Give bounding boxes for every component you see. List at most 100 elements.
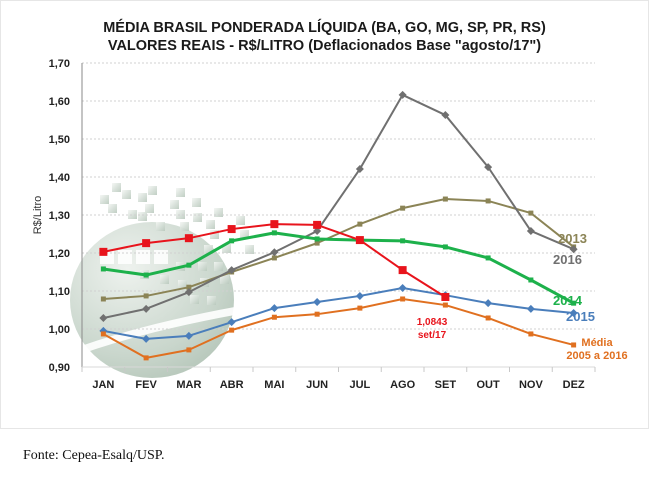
y-tick-label: 1,40 — [49, 172, 70, 184]
data-point — [400, 238, 406, 244]
data-point — [485, 315, 491, 321]
x-tick-label: JUL — [349, 379, 370, 391]
watermark-square — [190, 295, 199, 304]
chart-subtitle: VALORES REAIS - R$/LITRO (Deflacionados … — [107, 38, 542, 54]
line-chart: 0,90 1,00 1,10 1,20 1,30 1,40 1,50 1,60 1,70 JAN F… — [32, 58, 628, 391]
data-point — [142, 239, 151, 248]
watermark-swoosh — [70, 300, 275, 358]
data-point — [100, 331, 106, 337]
data-point — [313, 298, 322, 307]
x-tick-label: FEV — [135, 379, 157, 391]
watermark-logo — [70, 183, 275, 378]
data-point — [100, 296, 106, 302]
y-tick-label: 1,00 — [49, 324, 70, 336]
data-point — [227, 318, 236, 327]
data-point — [569, 309, 578, 318]
data-point — [314, 240, 320, 246]
data-point — [313, 220, 322, 229]
series-label-2013: 2013 — [558, 231, 587, 246]
series-label-media: Média — [581, 337, 613, 349]
series-line — [103, 231, 575, 305]
x-tick-label: JUN — [306, 379, 328, 391]
watermark-square — [138, 193, 147, 202]
data-point — [442, 244, 448, 250]
watermark-square — [193, 213, 202, 222]
y-tick-label: 1,60 — [49, 96, 70, 108]
data-point — [184, 234, 193, 243]
y-tick-label: 1,10 — [49, 286, 70, 298]
data-point — [314, 311, 320, 317]
data-point — [569, 245, 578, 254]
watermark-square — [145, 204, 154, 213]
data-point — [526, 226, 535, 235]
data-point — [270, 248, 279, 257]
watermark-square — [210, 230, 219, 239]
watermark-square — [178, 280, 187, 289]
data-point — [271, 230, 277, 236]
x-tick-label: AGO — [390, 379, 416, 391]
data-point — [398, 90, 407, 99]
data-point — [186, 347, 192, 353]
watermark-square — [154, 250, 168, 264]
watermark-square — [138, 212, 147, 221]
chart-title: MÉDIA BRASIL PONDERADA LÍQUIDA (BA, GO, … — [103, 20, 546, 36]
data-point — [571, 342, 577, 348]
data-point — [484, 163, 493, 172]
data-point — [227, 266, 236, 275]
data-point — [184, 288, 193, 297]
data-point — [270, 220, 279, 229]
data-point — [398, 266, 407, 275]
data-point — [143, 293, 149, 299]
watermark-square — [128, 210, 137, 219]
series-label-2015: 2015 — [566, 309, 595, 324]
data-point — [442, 196, 448, 202]
series-2015 — [99, 283, 578, 343]
series-label-2016: 2016 — [553, 252, 582, 267]
watermark-square — [170, 200, 179, 209]
series-m-dia-2005-a-2016 — [100, 296, 577, 361]
x-tick-label: SET — [435, 379, 457, 391]
watermark-square — [214, 208, 223, 217]
watermark-square — [245, 245, 254, 254]
y-axis-label: R$/Litro — [32, 196, 44, 235]
data-point — [143, 355, 149, 361]
data-point — [229, 238, 235, 244]
annotation-date: set/17 — [418, 330, 447, 341]
y-tick-label: 1,30 — [49, 210, 70, 222]
data-point — [99, 313, 108, 322]
watermark-square — [136, 250, 150, 264]
data-point — [528, 331, 534, 337]
watermark-square — [100, 195, 109, 204]
data-point — [357, 305, 363, 311]
x-tick-label: JAN — [92, 379, 114, 391]
data-point — [186, 262, 192, 268]
data-point — [400, 296, 406, 302]
data-point — [271, 314, 277, 320]
series-line — [103, 198, 575, 300]
watermark-square — [236, 216, 245, 225]
series-line — [102, 297, 574, 359]
watermark-square — [206, 220, 215, 229]
x-tick-label: MAI — [264, 379, 284, 391]
data-point — [357, 221, 363, 227]
data-point — [526, 304, 535, 313]
y-tick-label: 0,90 — [49, 362, 70, 374]
data-point — [398, 283, 407, 292]
watermark-square — [192, 198, 201, 207]
watermark-square — [180, 222, 189, 231]
data-point — [355, 291, 364, 300]
data-point — [99, 247, 108, 256]
x-tick-label: ABR — [220, 379, 244, 391]
x-tick-label: DEZ — [563, 379, 585, 391]
data-point — [528, 277, 534, 283]
y-tick-label: 1,70 — [49, 58, 70, 70]
watermark-square — [122, 190, 131, 199]
watermark-square — [207, 296, 216, 305]
annotation-value: 1,0843 — [417, 317, 448, 328]
watermark-square — [160, 275, 169, 284]
data-point — [485, 198, 491, 204]
data-point — [142, 334, 151, 343]
watermark-square — [222, 244, 231, 253]
series-label-media-range: 2005 a 2016 — [566, 350, 627, 362]
x-tick-label: OUT — [477, 379, 501, 391]
